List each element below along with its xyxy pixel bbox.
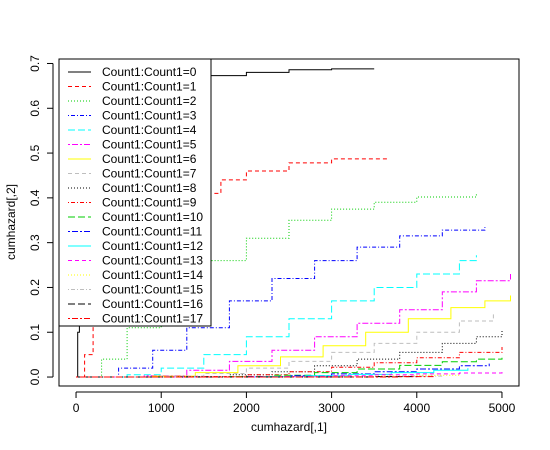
x-tick-label: 2000 <box>233 401 260 415</box>
x-tick-label: 3000 <box>318 401 345 415</box>
legend-entry-label: Count1:Count1=11 <box>102 225 203 239</box>
series-line-12 <box>76 368 468 377</box>
y-tick-label: 0.3 <box>28 234 42 251</box>
y-tick-label: 0.7 <box>28 55 42 72</box>
legend-entry-label: Count1:Count1=6 <box>102 152 197 166</box>
legend-entry-label: Count1:Count1=7 <box>102 167 197 181</box>
legend-entry-label: Count1:Count1=14 <box>102 268 203 282</box>
legend-entry-label: Count1:Count1=3 <box>102 109 197 123</box>
legend-entry-label: Count1:Count1=0 <box>102 65 197 79</box>
legend-entry-label: Count1:Count1=1 <box>102 80 197 94</box>
legend-entry-label: Count1:Count1=4 <box>102 123 197 137</box>
legend-entry-label: Count1:Count1=17 <box>102 312 203 326</box>
y-tick-label: 0.5 <box>28 144 42 161</box>
x-tick-label: 1000 <box>148 401 175 415</box>
y-tick-label: 0.1 <box>28 324 42 341</box>
legend-entry-label: Count1:Count1=2 <box>102 94 197 108</box>
y-axis-label: cumhazard[,2] <box>4 184 18 260</box>
legend-entry-label: Count1:Count1=12 <box>102 239 203 253</box>
legend-entry-label: Count1:Count1=8 <box>102 181 197 195</box>
y-axis: 0.0 0.1 0.2 0.3 0.4 0.5 0.6 0.7 <box>28 55 53 386</box>
legend: Count1:Count1=0Count1:Count1=1Count1:Cou… <box>59 59 211 326</box>
y-tick-label: 0.2 <box>28 279 42 296</box>
legend-entry-label: Count1:Count1=15 <box>102 283 203 297</box>
y-tick-label: 0.0 <box>28 368 42 385</box>
x-tick-label: 5000 <box>489 401 516 415</box>
y-tick-label: 0.4 <box>28 189 42 206</box>
legend-entry-label: Count1:Count1=13 <box>102 254 203 268</box>
legend-entry-label: Count1:Count1=10 <box>102 210 203 224</box>
x-tick-label: 4000 <box>403 401 430 415</box>
legend-entry-label: Count1:Count1=16 <box>102 297 203 311</box>
x-axis: 0 1000 2000 3000 4000 5000 <box>73 392 516 415</box>
x-tick-label: 0 <box>73 401 80 415</box>
y-tick-label: 0.6 <box>28 100 42 117</box>
legend-entry-label: Count1:Count1=9 <box>102 196 197 210</box>
legend-entry-label: Count1:Count1=5 <box>102 138 197 152</box>
x-axis-label: cumhazard[,1] <box>251 420 327 434</box>
